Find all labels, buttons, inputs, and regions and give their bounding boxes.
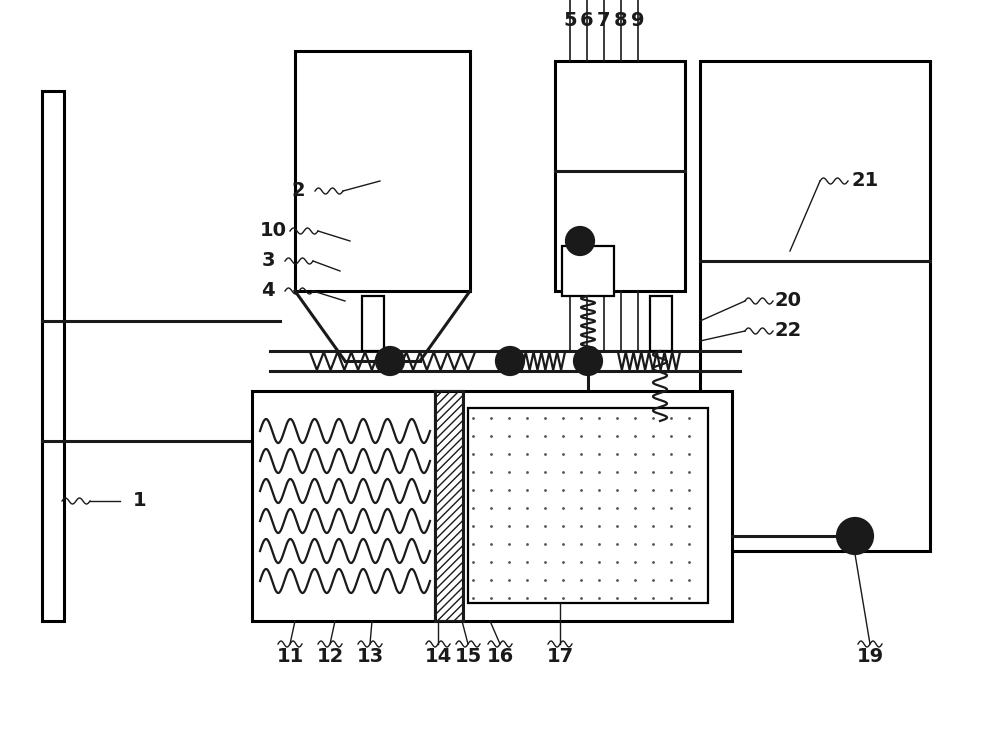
Bar (468, 408, 708, 603)
Bar (555, 61, 685, 291)
Text: 7: 7 (597, 11, 611, 31)
Text: 17: 17 (546, 647, 574, 665)
Text: 4: 4 (261, 282, 275, 300)
Bar (42, 91, 64, 621)
Bar (435, 391, 463, 621)
Bar (252, 391, 732, 621)
Text: 22: 22 (774, 321, 802, 340)
Bar (295, 51, 470, 291)
Text: 12: 12 (316, 647, 344, 665)
Bar (650, 296, 672, 351)
Circle shape (496, 347, 524, 375)
Circle shape (837, 518, 873, 554)
Circle shape (376, 347, 404, 375)
Bar (700, 61, 930, 551)
Text: 10: 10 (260, 222, 287, 240)
Circle shape (574, 347, 602, 375)
Bar (562, 246, 614, 296)
Text: 3: 3 (261, 252, 275, 270)
Text: 19: 19 (856, 647, 884, 665)
Text: 21: 21 (851, 171, 879, 191)
Text: 20: 20 (774, 291, 802, 310)
Text: 2: 2 (291, 182, 305, 201)
Text: 16: 16 (486, 647, 514, 665)
Text: 8: 8 (614, 11, 628, 31)
Circle shape (566, 227, 594, 255)
Text: 5: 5 (563, 11, 577, 31)
Text: 14: 14 (424, 647, 452, 665)
Text: 15: 15 (454, 647, 482, 665)
Text: 13: 13 (356, 647, 384, 665)
Text: 11: 11 (276, 647, 304, 665)
Bar (362, 296, 384, 351)
Text: 6: 6 (580, 11, 594, 31)
Text: 1: 1 (133, 491, 147, 511)
Text: 9: 9 (631, 11, 645, 31)
